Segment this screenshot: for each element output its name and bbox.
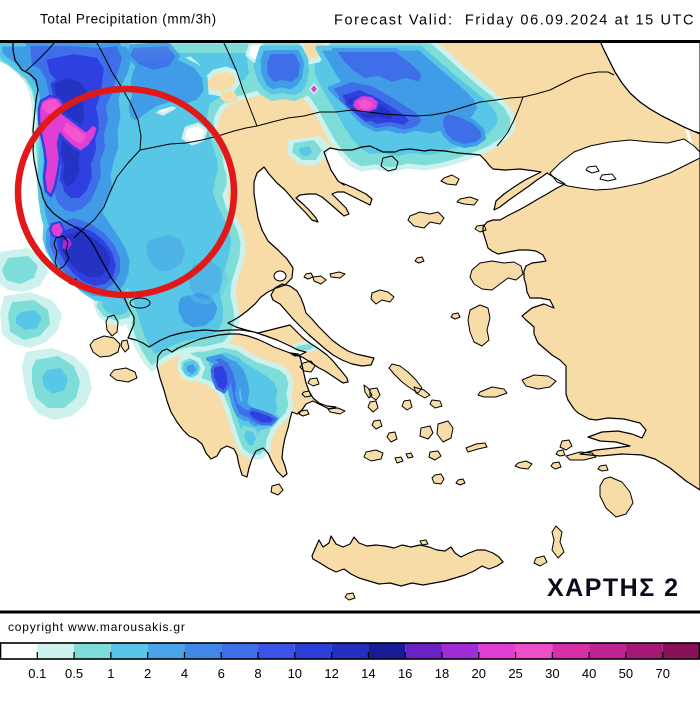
svg-text:4: 4 bbox=[181, 666, 188, 681]
svg-text:1: 1 bbox=[107, 666, 114, 681]
svg-text:30: 30 bbox=[545, 666, 559, 681]
svg-text:Total Precipitation (mm/3h): Total Precipitation (mm/3h) bbox=[40, 12, 217, 27]
svg-text:25: 25 bbox=[508, 666, 522, 681]
svg-text:8: 8 bbox=[254, 666, 261, 681]
svg-text:40: 40 bbox=[582, 666, 596, 681]
svg-text:20: 20 bbox=[472, 666, 486, 681]
svg-text:14: 14 bbox=[361, 666, 375, 681]
svg-text:12: 12 bbox=[324, 666, 338, 681]
svg-text:0.5: 0.5 bbox=[65, 666, 83, 681]
svg-text:2: 2 bbox=[144, 666, 151, 681]
svg-text:70: 70 bbox=[655, 666, 669, 681]
svg-text:0.1: 0.1 bbox=[28, 666, 46, 681]
svg-text:ΧΑΡΤΗΣ 2: ΧΑΡΤΗΣ 2 bbox=[547, 574, 680, 602]
svg-text:50: 50 bbox=[619, 666, 633, 681]
svg-text:10: 10 bbox=[288, 666, 302, 681]
svg-text:copyright www.marousakis.gr: copyright www.marousakis.gr bbox=[8, 620, 186, 634]
svg-text:Forecast Valid: Friday 06.09.: Forecast Valid: Friday 06.09.2024 at 15 … bbox=[334, 13, 695, 29]
svg-text:18: 18 bbox=[435, 666, 449, 681]
svg-text:6: 6 bbox=[218, 666, 225, 681]
svg-text:16: 16 bbox=[398, 666, 412, 681]
